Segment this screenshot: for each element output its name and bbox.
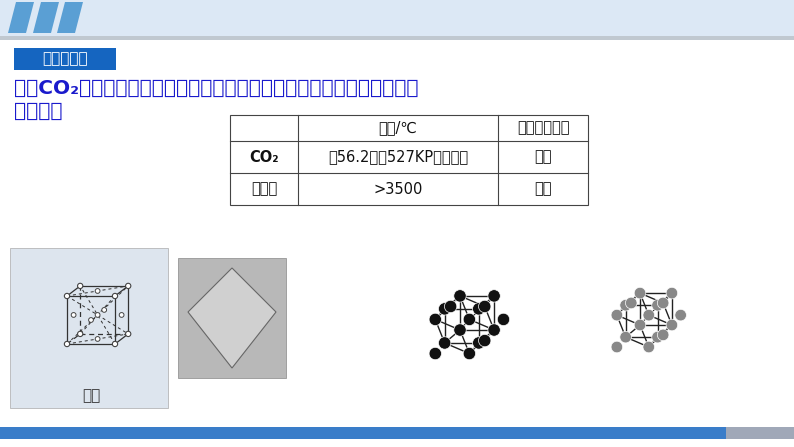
Circle shape [611,309,622,321]
Circle shape [78,283,83,289]
Bar [230,115,588,205]
Bar [0,427,726,439]
Bar [726,427,794,439]
Polygon shape [57,2,83,33]
Circle shape [454,290,466,302]
Text: 干冰: 干冰 [82,388,100,404]
Circle shape [479,334,491,347]
Circle shape [463,347,476,360]
Text: 比较CO₂和金刚石的一些物理性质和结构，试判断金刚石晶体是否属于分: 比较CO₂和金刚石的一些物理性质和结构，试判断金刚石晶体是否属于分 [14,79,418,98]
Circle shape [463,313,476,325]
Circle shape [78,331,83,337]
Circle shape [438,303,451,315]
Circle shape [488,324,500,336]
Circle shape [488,290,500,302]
Text: 熔点/℃: 熔点/℃ [379,121,418,135]
Circle shape [626,297,637,309]
Text: 状态（室温）: 状态（室温） [517,121,569,135]
Circle shape [95,312,100,317]
Text: －56.2（在527KP下测得）: －56.2（在527KP下测得） [328,149,468,164]
Circle shape [64,293,70,299]
Circle shape [675,309,687,321]
Circle shape [89,318,94,322]
Polygon shape [33,2,59,33]
Circle shape [611,341,622,353]
Circle shape [657,329,669,341]
Bar [14,48,116,70]
Circle shape [454,324,466,336]
Circle shape [472,303,485,315]
Circle shape [657,297,669,309]
Circle shape [620,331,631,343]
Circle shape [472,337,485,349]
Circle shape [643,309,654,321]
Circle shape [666,319,678,331]
Text: >3500: >3500 [373,181,422,197]
Bar [0,0,794,36]
Circle shape [652,299,663,311]
Circle shape [113,293,118,299]
Bar [178,258,286,378]
Circle shape [620,299,631,311]
Circle shape [119,312,124,317]
Circle shape [497,313,510,325]
Circle shape [429,313,441,325]
Circle shape [71,312,76,317]
Circle shape [652,331,663,343]
Polygon shape [188,268,276,368]
Circle shape [445,300,457,312]
Polygon shape [8,2,34,33]
Circle shape [102,308,106,312]
Text: 金刚石: 金刚石 [251,181,277,197]
Circle shape [429,347,441,360]
Text: CO₂: CO₂ [249,149,279,164]
Circle shape [634,319,646,331]
Circle shape [666,287,678,299]
Circle shape [479,300,491,312]
Circle shape [438,337,451,349]
Circle shape [95,337,100,342]
Bar [0,36,794,40]
Circle shape [125,331,131,337]
Text: 固态: 固态 [534,181,552,197]
Circle shape [95,289,100,293]
Circle shape [125,283,131,289]
Bar [10,248,168,408]
Circle shape [64,342,70,346]
Text: 思考与交流: 思考与交流 [42,51,88,67]
Text: 气态: 气态 [534,149,552,164]
Circle shape [643,341,654,353]
Circle shape [634,287,646,299]
Circle shape [113,342,118,346]
Text: 子晶体？: 子晶体？ [14,102,63,121]
